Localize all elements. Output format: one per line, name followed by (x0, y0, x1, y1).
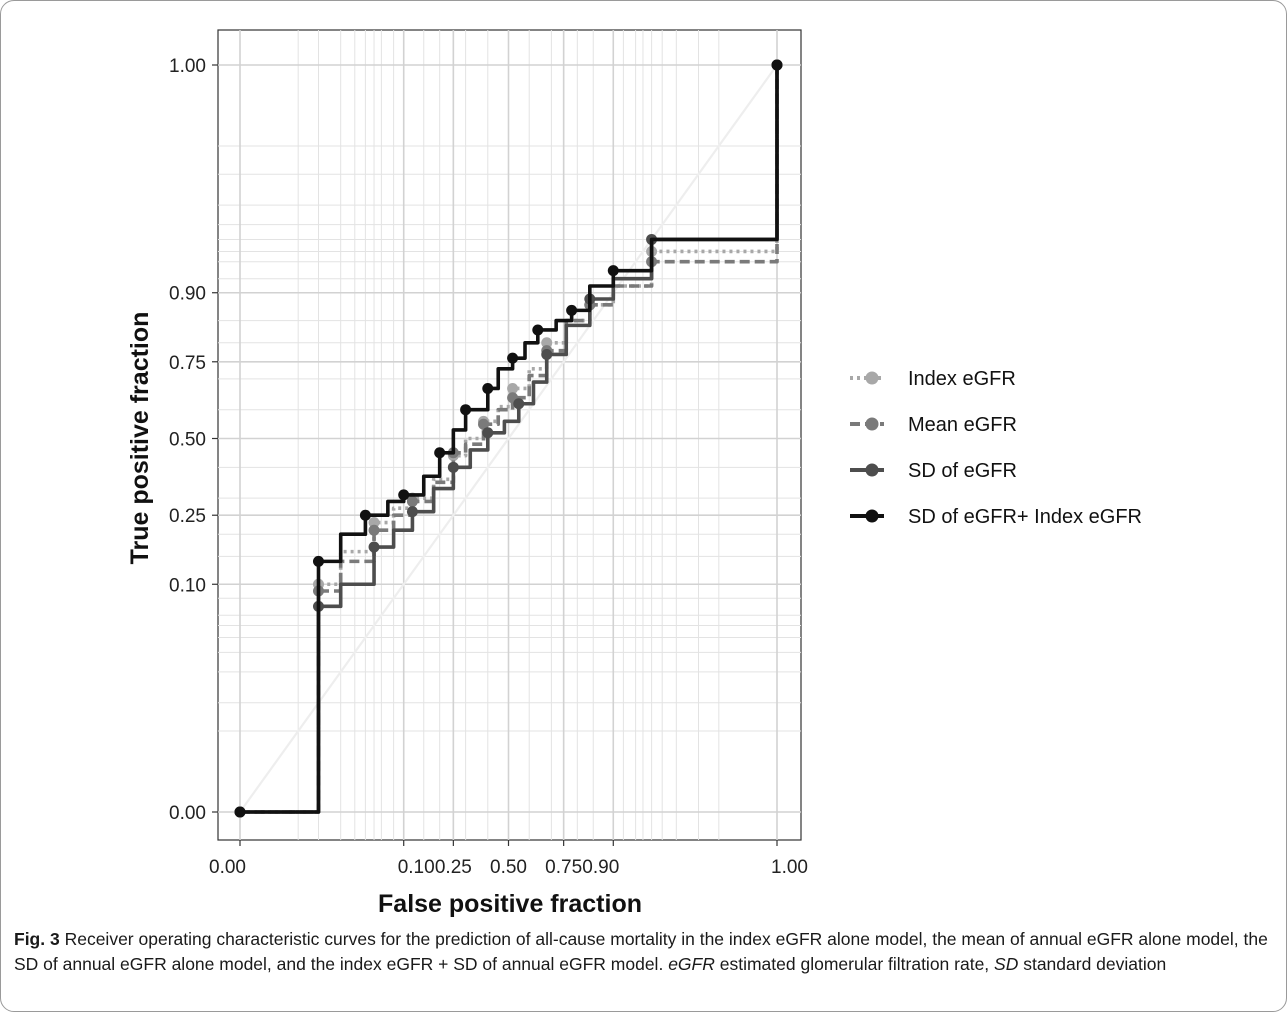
x-tick-label: 0.90 (582, 857, 619, 878)
legend-item-mean-egfr: Mean eGFR (850, 414, 1017, 436)
y-tick-label: 0.75 (169, 353, 206, 374)
x-tick-label: 0.00 (209, 857, 246, 878)
legend-label: Mean eGFR (908, 414, 1017, 436)
caption-fig-label: Fig. 3 (14, 929, 60, 949)
series-point-sd-of-egfr-index-egfr (482, 382, 494, 394)
x-tick-label: 0.50 (490, 857, 527, 878)
caption-text-1: Receiver operating characteristic curves… (14, 929, 1268, 974)
y-tick-label: 1.00 (169, 56, 206, 77)
caption-abbr-sd: SD (994, 954, 1019, 974)
series-point-sd-of-egfr-index-egfr (398, 489, 410, 501)
series-point-sd-of-egfr-index-egfr (312, 555, 324, 567)
y-tick-label: 0.25 (169, 506, 206, 527)
legend-label: SD of eGFR (908, 460, 1017, 482)
series-point-sd-of-egfr (482, 427, 494, 439)
caption-text-2: estimated glomerular filtration rate, (714, 954, 995, 974)
series-layer (234, 59, 783, 818)
caption-text-3: standard deviation (1018, 954, 1167, 974)
x-tick-label: 0.10 (398, 857, 435, 878)
series-point-sd-of-egfr (541, 348, 553, 360)
series-point-sd-of-egfr-index-egfr (359, 509, 371, 521)
legend-key-point (865, 509, 879, 523)
legend-item-index-egfr: Index eGFR (850, 368, 1016, 390)
series-point-sd-of-egfr-index-egfr (607, 265, 619, 277)
legend-label: SD of eGFR+ Index eGFR (908, 506, 1142, 528)
series-point-sd-of-egfr-index-egfr (771, 59, 783, 71)
series-point-sd-of-egfr-index-egfr (532, 324, 544, 336)
series-point-index-egfr (507, 382, 519, 394)
x-tick-label: 0.25 (435, 857, 472, 878)
x-axis-title: False positive fraction (378, 890, 642, 918)
legend-label: Index eGFR (908, 368, 1016, 390)
legend-item-sd-of-egfr-index-egfr: SD of eGFR+ Index eGFR (850, 506, 1142, 528)
legend-key-point (865, 463, 879, 477)
legend: Index eGFR Mean eGFR SD of eGFR SD of eGFR+… (850, 368, 1142, 528)
series-line-sd-of-egfr-index-egfr (240, 65, 779, 814)
series-point-sd-of-egfr (513, 398, 525, 410)
series-point-sd-of-egfr-index-egfr (507, 352, 519, 364)
legend-key-point (865, 371, 879, 385)
legend-key-point (865, 417, 879, 431)
roc-chart: 0.000.100.250.500.750.901.00 0.00 0.10 0.2… (126, 29, 1142, 918)
y-tick-label: 0.90 (169, 284, 206, 305)
series-point-sd-of-egfr (368, 541, 380, 553)
series-point-sd-of-egfr-index-egfr (434, 447, 446, 459)
series-point-index-egfr (368, 517, 380, 529)
figure-caption: Fig. 3 Receiver operating characteristic… (14, 927, 1274, 977)
series-point-sd-of-egfr-index-egfr (234, 806, 246, 818)
y-tick-label: 0.00 (169, 803, 206, 824)
y-axis-title: True positive fraction (126, 312, 154, 565)
y-tick-label: 0.10 (169, 575, 206, 596)
y-axis: 0.00 0.10 0.25 0.50 0.75 0.90 1.00 (169, 56, 218, 824)
minor-grid (218, 30, 801, 840)
series-point-mean-egfr (478, 418, 490, 430)
series-point-sd-of-egfr (447, 461, 459, 473)
series-point-mean-egfr (406, 495, 418, 507)
chance-diagonal (239, 64, 778, 813)
series-point-mean-egfr (368, 524, 380, 536)
x-axis: 0.00 0.10 0.25 0.50 0.75 0.90 1.00 (209, 840, 808, 878)
x-tick-label: 1.00 (771, 857, 808, 878)
series-point-sd-of-egfr (406, 506, 418, 518)
series-point-index-egfr (541, 337, 553, 349)
series-point-sd-of-egfr-index-egfr (566, 304, 578, 316)
x-tick-label: 0.75 (545, 857, 582, 878)
y-tick-label: 0.50 (169, 430, 206, 451)
caption-abbr-egfr: eGFR (668, 954, 715, 974)
legend-item-sd-of-egfr: SD of eGFR (850, 460, 1017, 482)
series-point-sd-of-egfr-index-egfr (460, 404, 472, 416)
